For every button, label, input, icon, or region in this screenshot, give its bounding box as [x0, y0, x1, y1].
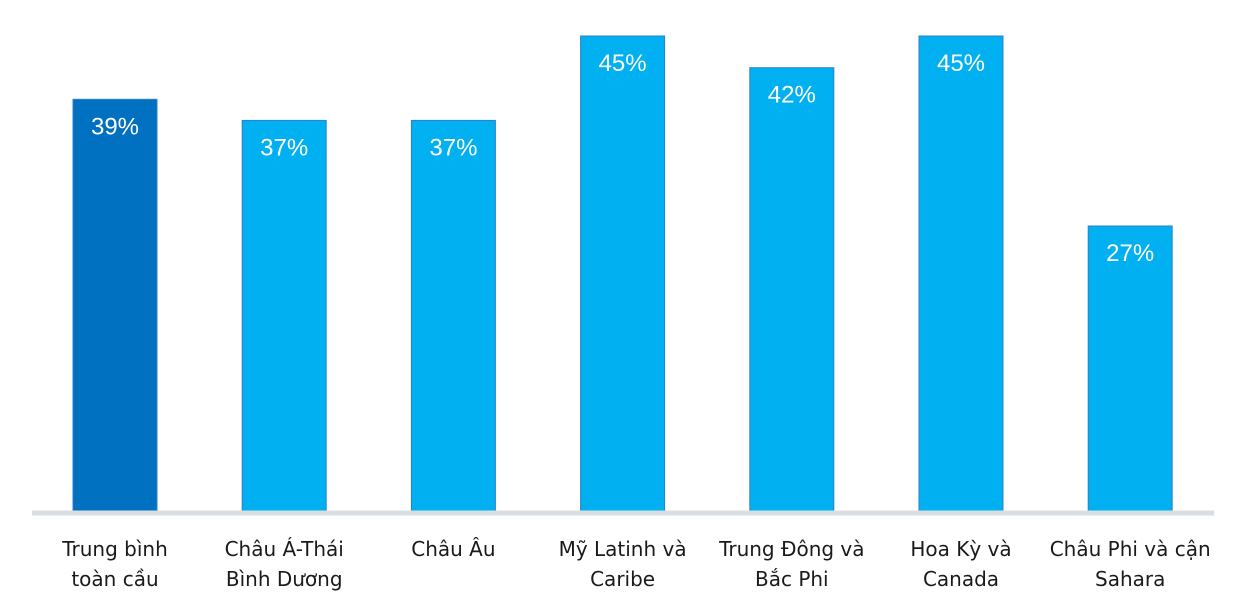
category-label-3: Mỹ Latinh và Caribe: [559, 537, 687, 591]
category-label-0: Trung bình toàn cầu: [61, 537, 168, 591]
category-label-line: toàn cầu: [71, 567, 158, 591]
category-label-line: Sahara: [1095, 567, 1165, 591]
category-label-line: Hoa Kỳ và: [910, 537, 1011, 561]
bar-4: [749, 67, 835, 512]
category-label-line: Châu Âu: [411, 537, 495, 561]
category-label-line: Mỹ Latinh và: [559, 537, 687, 561]
value-label-1: 37%: [260, 134, 308, 161]
bar-1: [241, 119, 327, 512]
category-label-5: Hoa Kỳ và Canada: [910, 537, 1011, 591]
value-label-3: 45%: [599, 50, 647, 77]
bar-3: [580, 35, 666, 512]
value-label-5: 45%: [937, 50, 985, 77]
value-label-2: 37%: [429, 134, 477, 161]
bar-5: [918, 35, 1004, 512]
bar-6: [1087, 225, 1173, 512]
category-label-6: Châu Phi và cận Sahara: [1050, 537, 1211, 591]
bar-0: [72, 98, 158, 512]
category-label-line: Trung bình: [61, 537, 168, 561]
category-label-4: Trung Đông và Bắc Phi: [718, 537, 864, 591]
category-label-line: Canada: [923, 567, 999, 591]
category-label-line: Bắc Phi: [755, 567, 829, 591]
category-label-line: Bình Dương: [226, 567, 343, 591]
bar-2: [410, 119, 496, 512]
category-label-line: Châu Phi và cận: [1050, 537, 1211, 561]
category-label-2: Châu Âu: [411, 537, 495, 561]
category-label-line: Caribe: [590, 567, 655, 591]
value-label-6: 27%: [1106, 240, 1154, 267]
category-label-1: Châu Á-Thái Bình Dương: [225, 537, 344, 591]
category-label-line: Châu Á-Thái: [225, 537, 344, 561]
value-label-0: 39%: [91, 113, 139, 140]
value-label-4: 42%: [768, 82, 816, 109]
bars-layer: [72, 35, 1173, 512]
value-labels-layer: 39% 37% 37% 45% 42% 45% 27%: [91, 50, 1154, 267]
category-label-line: Trung Đông và: [718, 537, 864, 561]
